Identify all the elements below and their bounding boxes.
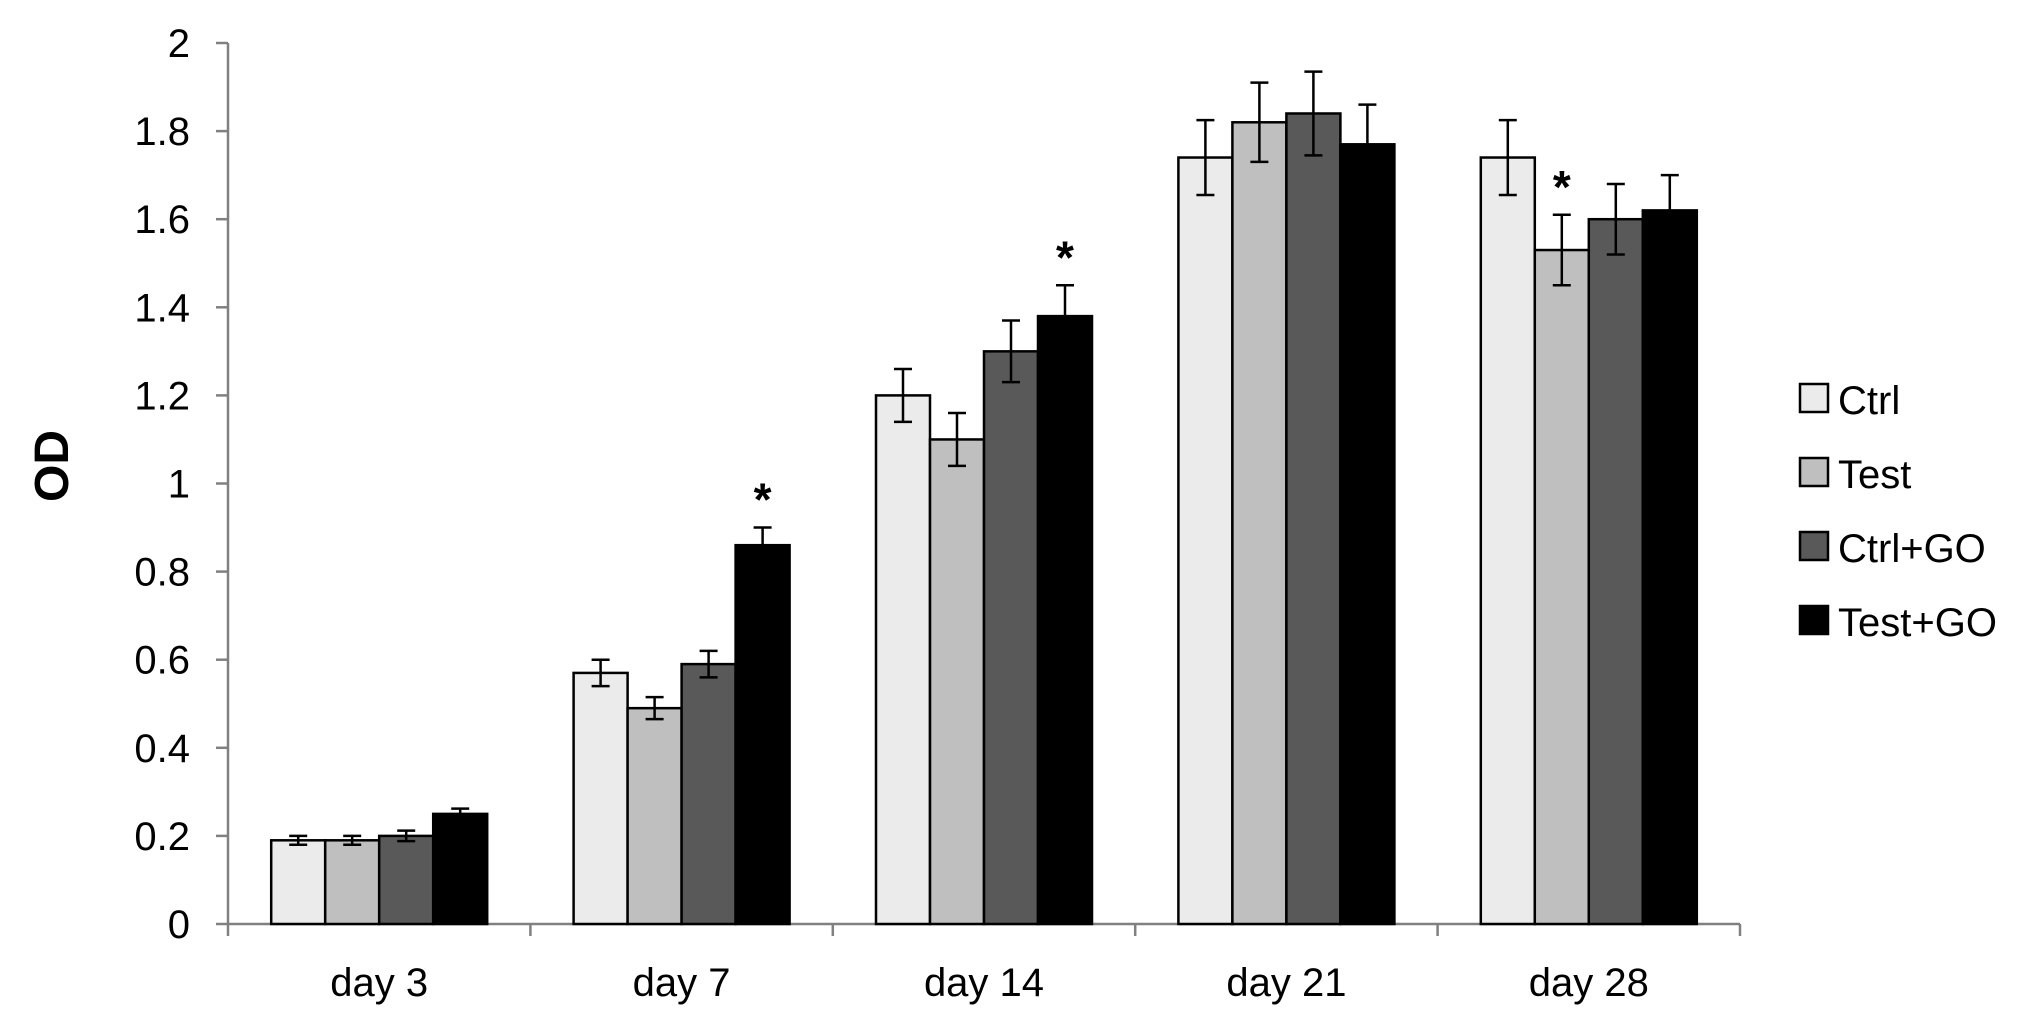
y-axis-label: OD <box>26 430 79 502</box>
legend-swatch <box>1798 382 1830 414</box>
annotations: * * * <box>754 161 1571 526</box>
bar <box>1641 209 1699 926</box>
bar <box>1036 314 1094 926</box>
bar <box>928 438 986 926</box>
bar <box>1479 156 1537 926</box>
x-category-label: day 7 <box>633 961 731 1005</box>
y-tick-label: 0 <box>168 903 190 947</box>
legend-label: Ctrl <box>1838 379 1900 423</box>
bar <box>1285 112 1342 926</box>
y-tick-label: 0.4 <box>134 727 190 771</box>
legend-label: Test <box>1838 453 1911 497</box>
bar <box>1177 156 1234 926</box>
legend-swatch <box>1798 604 1830 636</box>
legend-label: Ctrl+GO <box>1838 527 1986 571</box>
axes: 0 0.2 0.4 0.6 0.8 1 1.2 1.4 1.6 1.8 2 day 3 day 7 day… <box>134 22 1742 1005</box>
y-tick-label: 2 <box>168 22 190 66</box>
significance-asterisk: * <box>754 474 772 526</box>
bar <box>680 662 737 926</box>
y-tick-label: 1.8 <box>134 110 190 154</box>
bar <box>982 350 1040 926</box>
x-category-label: day 21 <box>1226 961 1346 1005</box>
bar <box>1533 248 1591 926</box>
y-tick-label: 1.4 <box>134 286 190 330</box>
bar <box>1587 217 1645 926</box>
bar <box>874 394 932 926</box>
y-tick-label: 1 <box>168 463 190 507</box>
legend-swatch <box>1798 530 1830 562</box>
bar <box>626 706 683 926</box>
y-tick-label: 0.6 <box>134 639 190 683</box>
bar <box>431 812 489 926</box>
legend-swatch <box>1798 456 1830 488</box>
bar <box>1231 121 1288 926</box>
x-category-label: day 3 <box>330 961 428 1005</box>
x-category-label: day 14 <box>924 961 1044 1005</box>
y-tick-label: 0.8 <box>134 551 190 595</box>
bar <box>323 839 381 926</box>
significance-asterisk: * <box>1553 161 1571 213</box>
bar <box>269 839 327 926</box>
legend: Ctrl Test Ctrl+GO Test+GO <box>1798 379 1997 645</box>
significance-asterisk: * <box>1056 231 1074 283</box>
bar <box>734 543 791 926</box>
y-tick-label: 1.6 <box>134 198 190 242</box>
x-category-label: day 28 <box>1529 961 1649 1005</box>
bars <box>269 112 1699 926</box>
bar <box>1339 143 1396 926</box>
legend-label: Test+GO <box>1838 601 1997 645</box>
bar <box>572 671 629 926</box>
bar <box>377 834 435 926</box>
y-tick-label: 0.2 <box>134 815 190 859</box>
error-bars <box>289 70 1679 846</box>
y-tick-label: 1.2 <box>134 374 190 418</box>
